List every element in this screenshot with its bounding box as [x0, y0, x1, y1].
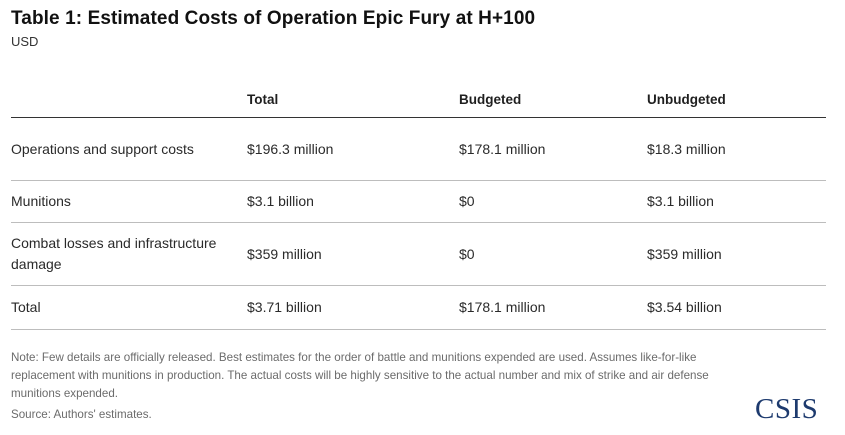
cell-budgeted: $0	[459, 222, 647, 286]
row-label: Combat losses and infrastructure damage	[11, 222, 247, 286]
table-row: Combat losses and infrastructure damage …	[11, 222, 826, 286]
column-header-budgeted: Budgeted	[459, 81, 647, 118]
row-label: Munitions	[11, 180, 247, 223]
cell-unbudgeted: $359 million	[647, 222, 826, 286]
footnote: Note: Few details are officially release…	[11, 351, 709, 400]
cell-budgeted: $178.1 million	[459, 285, 647, 330]
row-label: Total	[11, 285, 247, 330]
column-header-unbudgeted: Unbudgeted	[647, 81, 826, 118]
cell-budgeted: $178.1 million	[459, 117, 647, 181]
csis-logo: CSIS	[755, 393, 819, 425]
cell-unbudgeted: $18.3 million	[647, 117, 826, 181]
page-subtitle: USD	[11, 34, 39, 49]
cell-total: $359 million	[247, 222, 459, 286]
page-title: Table 1: Estimated Costs of Operation Ep…	[11, 8, 536, 29]
column-header-total: Total	[247, 81, 459, 118]
cell-total: $3.71 billion	[247, 285, 459, 330]
cell-budgeted: $0	[459, 180, 647, 223]
column-header-label	[11, 81, 247, 118]
source-line: Source: Authors' estimates.	[11, 408, 152, 421]
table-row: Operations and support costs $196.3 mill…	[11, 117, 826, 181]
table-header-row: Total Budgeted Unbudgeted	[11, 81, 826, 118]
cell-unbudgeted: $3.54 billion	[647, 285, 826, 330]
row-label: Operations and support costs	[11, 117, 247, 181]
cell-total: $196.3 million	[247, 117, 459, 181]
cell-unbudgeted: $3.1 billion	[647, 180, 826, 223]
table-row: Munitions $3.1 billion $0 $3.1 billion	[11, 180, 826, 223]
table-row-total: Total $3.71 billion $178.1 million $3.54…	[11, 285, 826, 330]
cost-table: Total Budgeted Unbudgeted Operations and…	[11, 81, 826, 330]
cell-total: $3.1 billion	[247, 180, 459, 223]
